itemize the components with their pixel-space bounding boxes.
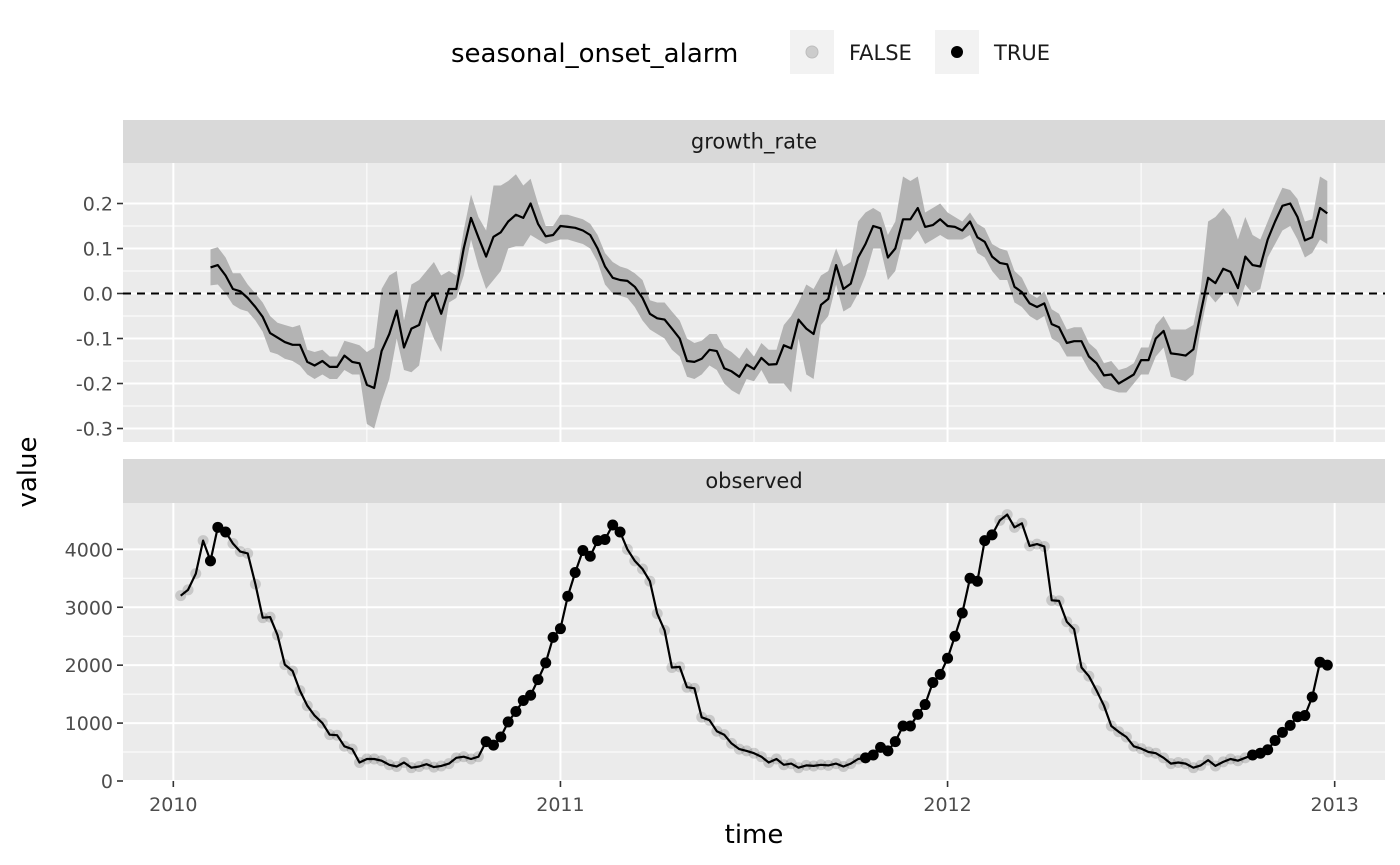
y-tick-label: 0.0 bbox=[83, 284, 113, 306]
point-alarm-true bbox=[487, 739, 499, 751]
point-alarm-true bbox=[562, 590, 574, 602]
y-tick-label: 0.2 bbox=[83, 194, 113, 216]
point-alarm-true bbox=[867, 749, 879, 761]
legend-label-false: FALSE bbox=[849, 41, 912, 65]
x-tick-label: 2013 bbox=[1310, 794, 1358, 816]
point-alarm-true bbox=[949, 630, 961, 642]
strip-background bbox=[123, 459, 1385, 503]
legend-label-true: TRUE bbox=[993, 41, 1050, 65]
y-tick-label: 2000 bbox=[65, 655, 113, 677]
point-alarm-true bbox=[889, 736, 901, 748]
confidence-ribbon bbox=[210, 174, 1328, 429]
point-alarm-true bbox=[1321, 659, 1333, 671]
y-axis-title: value bbox=[13, 436, 43, 507]
x-tick-label: 2010 bbox=[149, 794, 197, 816]
point-alarm-true bbox=[532, 674, 544, 686]
strip-label: growth_rate bbox=[691, 130, 817, 155]
point-alarm-true bbox=[1262, 744, 1274, 756]
legend-key-point bbox=[805, 45, 819, 59]
strip-label: observed bbox=[705, 469, 802, 493]
point-alarm-true bbox=[607, 519, 619, 531]
point-alarm-true bbox=[204, 555, 216, 567]
point-alarm-true bbox=[525, 689, 537, 701]
point-alarm-true bbox=[986, 529, 998, 541]
observed-line bbox=[180, 513, 1328, 769]
y-tick-label: -0.2 bbox=[76, 374, 113, 396]
panel-observed: observed 0 1000 2000 3000 4000 2010 2011 2012 201… bbox=[65, 459, 1385, 816]
point-alarm-true bbox=[577, 544, 589, 556]
point-alarm-true bbox=[1306, 691, 1318, 703]
point-alarm-true bbox=[1299, 710, 1311, 722]
point-alarm-true bbox=[510, 706, 522, 717]
point-alarm-true bbox=[584, 550, 596, 562]
x-tick-label: 2011 bbox=[536, 794, 584, 816]
point-alarm-true bbox=[912, 708, 924, 720]
y-tick-label: 0.1 bbox=[83, 239, 113, 261]
point-alarm-true bbox=[927, 677, 939, 689]
strip-background bbox=[123, 120, 1385, 163]
x-axis-title: time bbox=[725, 820, 784, 850]
point-alarm-true bbox=[569, 567, 581, 578]
point-alarm-true bbox=[599, 533, 611, 545]
panel-growth_rate: growth_rate -0.3 -0.2 -0.1 0.0 0.1 0.2 bbox=[76, 120, 1385, 442]
point-alarm-true bbox=[882, 745, 894, 757]
point-alarm-true bbox=[495, 731, 507, 743]
point-alarm-true bbox=[919, 699, 931, 711]
y-tick-label: 1000 bbox=[65, 713, 113, 735]
point-alarm-true bbox=[904, 720, 916, 732]
legend-key-false bbox=[790, 30, 834, 74]
y-tick-label: -0.3 bbox=[76, 419, 113, 441]
point-alarm-true bbox=[1276, 726, 1288, 738]
facet-panels: growth_rate -0.3 -0.2 -0.1 0.0 0.1 0.2 observed… bbox=[65, 120, 1385, 816]
point-alarm-true bbox=[934, 668, 946, 680]
legend-key-true bbox=[935, 30, 979, 74]
point-alarm-true bbox=[502, 716, 514, 728]
y-tick-label: 3000 bbox=[65, 597, 113, 619]
growth-rate-line bbox=[210, 202, 1328, 390]
point-alarm-true bbox=[1284, 719, 1296, 731]
point-alarm-true bbox=[614, 526, 626, 538]
point-alarm-true bbox=[547, 631, 559, 643]
point-alarm-true bbox=[554, 623, 566, 635]
x-tick-label: 2012 bbox=[923, 794, 971, 816]
point-alarm-true bbox=[971, 575, 983, 587]
y-tick-label: -0.1 bbox=[76, 329, 113, 351]
legend: seasonal_onset_alarm FALSE TRUE bbox=[451, 30, 1050, 74]
point-alarm-true bbox=[220, 526, 232, 538]
point-alarm-true bbox=[1269, 734, 1281, 746]
point-alarm-true bbox=[540, 657, 552, 669]
point-alarm-true bbox=[979, 535, 991, 547]
y-tick-label: 4000 bbox=[65, 539, 113, 561]
point-alarm-true bbox=[956, 607, 968, 619]
legend-title: seasonal_onset_alarm bbox=[451, 39, 738, 69]
point-alarm-true bbox=[942, 652, 954, 664]
y-tick-label: 0 bbox=[101, 771, 113, 793]
legend-key-point bbox=[951, 46, 963, 58]
